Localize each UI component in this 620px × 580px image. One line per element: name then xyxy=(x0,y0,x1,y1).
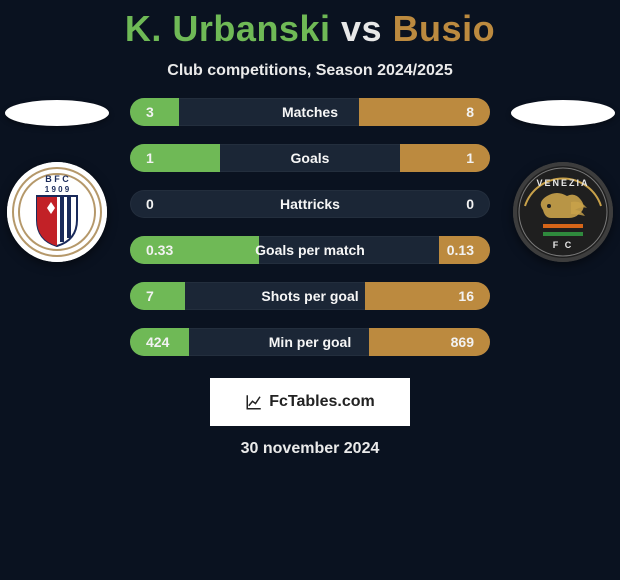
stat-left-value: 7 xyxy=(146,288,154,304)
date-text: 30 november 2024 xyxy=(0,440,620,458)
stat-right-value: 1 xyxy=(466,150,474,166)
stat-row: 0 Hattricks 0 xyxy=(130,190,490,218)
stat-right-value: 0 xyxy=(466,196,474,212)
stat-right-value: 8 xyxy=(466,104,474,120)
stat-row: 3 Matches 8 xyxy=(130,98,490,126)
stat-left-value: 0 xyxy=(146,196,154,212)
stat-row: 7 Shots per goal 16 xyxy=(130,282,490,310)
stat-fill-left xyxy=(130,144,220,172)
stat-label: Shots per goal xyxy=(261,288,358,304)
stat-left-value: 1 xyxy=(146,150,154,166)
stat-left-value: 3 xyxy=(146,104,154,120)
player2-name: Busio xyxy=(393,8,496,49)
stat-row: 1 Goals 1 xyxy=(130,144,490,172)
stats-container: 3 Matches 8 1 Goals 1 0 Hattricks 0 0.33 Goals per… xyxy=(0,98,620,356)
stat-label: Goals xyxy=(291,150,330,166)
stat-label: Matches xyxy=(282,104,338,120)
stat-row: 424 Min per goal 869 xyxy=(130,328,490,356)
stat-left-value: 0.33 xyxy=(146,242,173,258)
stat-fill-right xyxy=(400,144,490,172)
fctables-branding: FcTables.com xyxy=(210,378,410,426)
stat-label: Goals per match xyxy=(255,242,365,258)
stat-label: Hattricks xyxy=(280,196,340,212)
stat-fill-left xyxy=(130,282,185,310)
stat-right-value: 869 xyxy=(451,334,474,350)
stat-label: Min per goal xyxy=(269,334,351,350)
stat-fill-left xyxy=(130,98,179,126)
branding-text: FcTables.com xyxy=(269,393,375,411)
stat-right-value: 0.13 xyxy=(447,242,474,258)
stat-row: 0.33 Goals per match 0.13 xyxy=(130,236,490,264)
stat-rows: 3 Matches 8 1 Goals 1 0 Hattricks 0 0.33 Goals per… xyxy=(130,98,490,356)
subtitle: Club competitions, Season 2024/2025 xyxy=(0,62,620,80)
vs-separator: vs xyxy=(341,8,382,49)
chart-icon xyxy=(245,393,263,411)
stat-right-value: 16 xyxy=(458,288,474,304)
comparison-title: K. Urbanski vs Busio xyxy=(0,0,620,50)
player1-name: K. Urbanski xyxy=(125,8,331,49)
stat-left-value: 424 xyxy=(146,334,169,350)
